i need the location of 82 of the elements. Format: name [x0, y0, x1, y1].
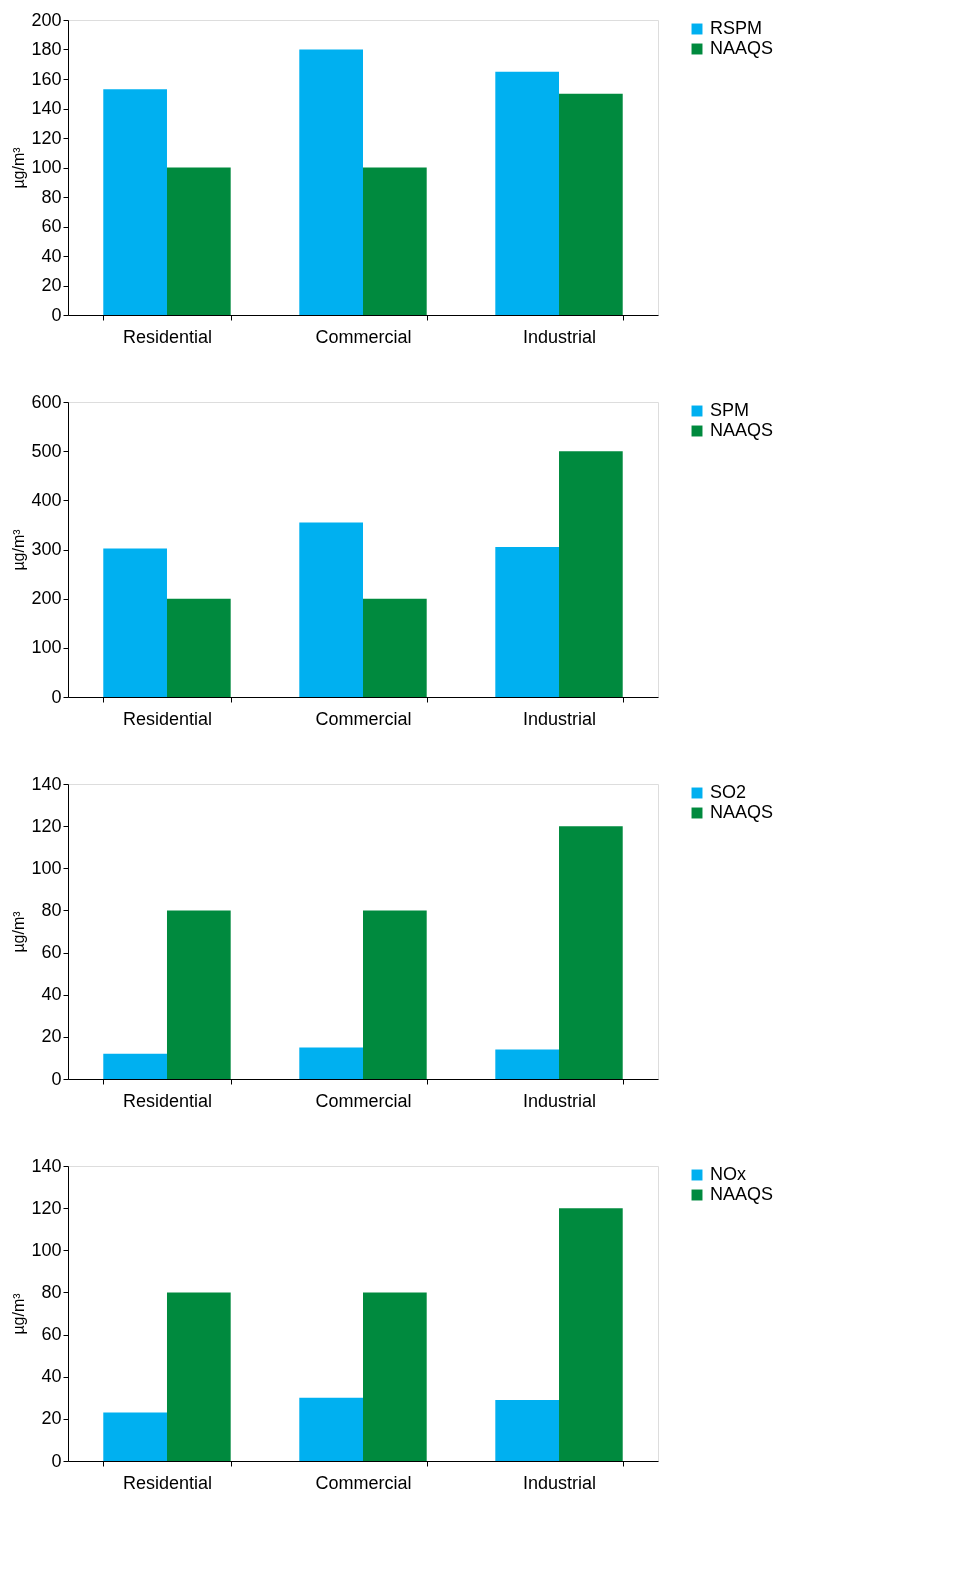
bar: [495, 71, 560, 315]
x-tick-label: Residential: [122, 1472, 213, 1493]
bar: [166, 910, 231, 1079]
bar: [559, 93, 623, 315]
bar: [299, 1047, 363, 1079]
x-tick-label: Residential: [122, 708, 213, 729]
y-axis-title: µg/m³: [10, 528, 28, 571]
x-tick-label: Commercial: [315, 1472, 412, 1493]
x-tick-label: Industrial: [522, 326, 597, 347]
y-tick-label: 80: [41, 1281, 62, 1302]
y-tick-label: 160: [31, 68, 62, 89]
y-tick-label: 20: [41, 275, 62, 295]
y-tick-label: 140: [31, 1155, 62, 1176]
x-tick-label: Commercial: [315, 708, 412, 729]
bar: [363, 910, 427, 1079]
y-tick-label: 120: [31, 1197, 62, 1218]
legend-label: NAAQS: [710, 1184, 774, 1204]
legend-label: NAAQS: [710, 420, 774, 440]
y-tick-label: 180: [31, 39, 62, 59]
legend-label: SPM: [710, 400, 750, 420]
y-tick-label: 40: [41, 245, 62, 266]
y-tick-label: 100: [31, 637, 62, 658]
bar: [299, 522, 363, 697]
bar: [103, 1053, 167, 1079]
y-tick-label: 300: [31, 539, 62, 559]
y-tick-label: 60: [41, 1324, 62, 1345]
y-tick-label: 40: [41, 984, 62, 1005]
bar: [363, 1292, 427, 1461]
bar: [495, 1049, 560, 1079]
legend-label: NAAQS: [710, 802, 774, 822]
y-tick-label: 140: [31, 773, 62, 794]
y-tick-label: 0: [51, 686, 62, 707]
x-tick-label: Commercial: [315, 1090, 412, 1111]
bar: [559, 451, 623, 697]
y-tick-label: 60: [41, 942, 62, 963]
y-tick-label: 140: [31, 98, 62, 118]
bar: [299, 1397, 363, 1461]
y-tick-label: 200: [31, 9, 62, 30]
bar: [559, 826, 623, 1079]
x-tick-label: Residential: [122, 1090, 213, 1111]
bar: [103, 1412, 167, 1461]
bar: [363, 167, 427, 315]
bar: [166, 598, 231, 697]
y-tick-label: 100: [31, 157, 62, 177]
y-tick-label: 20: [41, 1408, 62, 1429]
legend-label: RSPM: [710, 18, 763, 38]
x-tick-label: Commercial: [315, 326, 412, 347]
bar: [103, 548, 167, 697]
y-tick-label: 60: [41, 216, 62, 236]
y-tick-label: 0: [51, 304, 62, 325]
bar: [559, 1208, 623, 1461]
y-tick-label: 40: [41, 1366, 62, 1387]
x-tick-label: Industrial: [522, 1090, 597, 1111]
y-tick-label: 400: [31, 489, 62, 510]
y-tick-label: 120: [31, 815, 62, 836]
bar: [363, 598, 427, 697]
y-tick-label: 200: [31, 588, 62, 609]
legend-label: NOx: [710, 1164, 746, 1184]
bar: [103, 89, 167, 315]
x-tick-label: Residential: [122, 326, 213, 347]
bar: [299, 49, 363, 315]
y-tick-label: 80: [41, 899, 62, 920]
legend-label: NAAQS: [710, 38, 774, 58]
y-tick-label: 500: [31, 440, 62, 461]
y-tick-label: 20: [41, 1026, 62, 1047]
bar: [166, 1292, 231, 1461]
y-axis-title: µg/m³: [10, 146, 28, 189]
legend-label: SO2: [710, 782, 747, 802]
bar: [166, 167, 231, 315]
y-tick-label: 0: [51, 1068, 62, 1089]
x-tick-label: Industrial: [522, 1472, 597, 1493]
y-tick-label: 100: [31, 857, 62, 878]
bar: [495, 1399, 560, 1461]
y-axis-title: µg/m³: [10, 1292, 28, 1335]
y-tick-label: 100: [31, 1239, 62, 1260]
y-tick-label: 80: [41, 186, 62, 207]
y-tick-label: 0: [51, 1450, 62, 1471]
bar: [495, 547, 560, 697]
y-tick-label: 600: [31, 391, 62, 412]
x-tick-label: Industrial: [522, 708, 597, 729]
y-axis-title: µg/m³: [10, 910, 28, 953]
y-tick-label: 120: [31, 127, 62, 148]
